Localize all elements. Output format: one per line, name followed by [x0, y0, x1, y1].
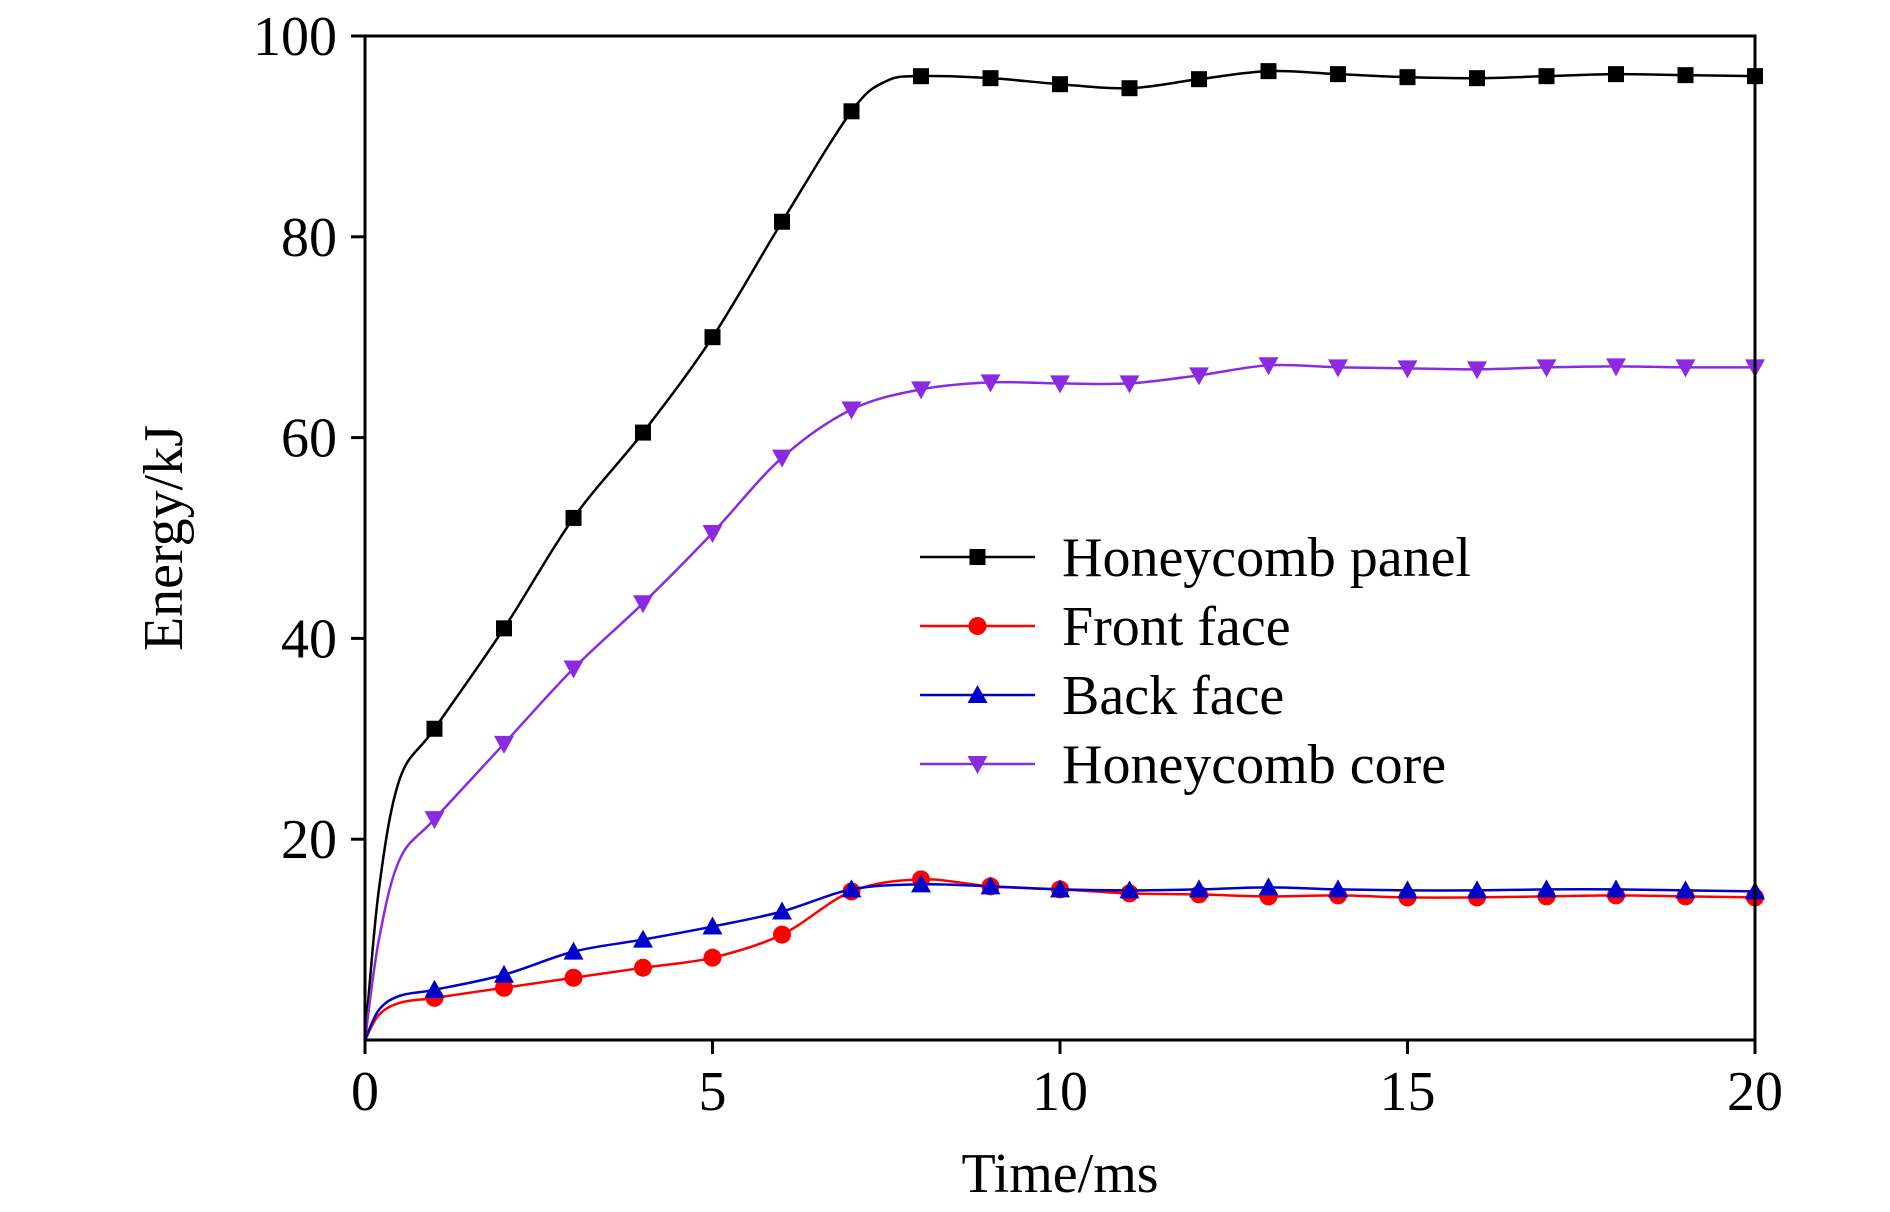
data-point-honeycomb-panel: [843, 103, 860, 120]
data-point-honeycomb-core: [772, 449, 792, 468]
data-point-front-face: [564, 968, 583, 987]
legend-item-back-face: Back face: [920, 665, 1284, 727]
data-point-honeycomb-panel: [1677, 67, 1694, 84]
data-point-honeycomb-core: [1050, 375, 1070, 394]
data-point-honeycomb-core: [1397, 360, 1418, 379]
data-point-honeycomb-panel: [1330, 66, 1346, 83]
data-point-front-face: [495, 978, 513, 997]
data-point-honeycomb-panel: [913, 68, 929, 85]
legend-label: Honeycomb panel: [1062, 527, 1471, 589]
series-honeycomb-core: [363, 357, 1765, 1041]
data-point-honeycomb-core: [841, 401, 862, 420]
legend-label: Front face: [1062, 596, 1291, 658]
data-point-honeycomb-panel: [1052, 76, 1068, 93]
data-point-back-face: [1258, 877, 1279, 896]
data-point-honeycomb-panel: [496, 620, 512, 637]
data-point-honeycomb-panel: [982, 70, 999, 87]
data-point-back-face: [1119, 880, 1140, 899]
data-point-back-face: [424, 979, 445, 998]
data-point-honeycomb-core: [424, 811, 445, 830]
data-point-honeycomb-core: [1675, 359, 1696, 378]
series-back-face: [363, 874, 1765, 1041]
data-point-honeycomb-core: [563, 660, 584, 679]
legend: Honeycomb panel Front face Back face Honeyc…: [920, 527, 1471, 796]
data-point-honeycomb-core: [1328, 359, 1348, 378]
series-layer: [363, 63, 1765, 1041]
data-point-honeycomb-core: [980, 374, 1001, 393]
data-point-back-face: [980, 876, 1001, 895]
x-tick-label: 0: [351, 1061, 379, 1123]
data-point-back-face: [1189, 879, 1209, 898]
data-point-front-face: [773, 925, 791, 944]
data-point-back-face: [1606, 879, 1626, 898]
legend-marker: [967, 685, 988, 703]
data-point-back-face: [633, 929, 653, 948]
data-point-honeycomb-core: [1536, 359, 1557, 378]
x-axis-title: Time/ms: [961, 1143, 1158, 1205]
legend-label: Back face: [1062, 665, 1284, 727]
data-point-honeycomb-panel: [1260, 63, 1277, 80]
axes-layer: 0 5 10 15 20 20 40 60 80 100: [253, 6, 1783, 1123]
x-tick-label: 15: [1380, 1061, 1436, 1123]
data-point-honeycomb-core: [633, 595, 653, 614]
data-point-honeycomb-core: [1467, 361, 1487, 380]
data-point-back-face: [563, 941, 584, 960]
x-tick-label: 5: [699, 1061, 727, 1123]
data-point-honeycomb-core: [911, 381, 931, 400]
data-point-honeycomb-panel: [1191, 71, 1207, 88]
data-point-honeycomb-core: [702, 524, 723, 543]
legend-marker: [969, 549, 986, 565]
y-tick-label: 80: [281, 207, 337, 269]
y-tick-label: 20: [281, 809, 337, 871]
legend-marker: [967, 756, 988, 774]
data-point-honeycomb-core: [1189, 367, 1209, 386]
data-point-front-face: [634, 958, 652, 977]
data-point-back-face: [1675, 880, 1696, 899]
data-point-honeycomb-panel: [1399, 69, 1416, 86]
series-honeycomb-panel: [363, 63, 1763, 1041]
data-point-honeycomb-panel: [1608, 66, 1624, 83]
data-point-back-face: [1397, 880, 1418, 899]
data-point-back-face: [1536, 879, 1557, 898]
x-tick-label: 10: [1032, 1061, 1088, 1123]
data-point-back-face: [702, 916, 723, 935]
series-line-honeycomb-core: [363, 363, 1756, 1041]
legend-item-honeycomb-core: Honeycomb core: [920, 734, 1446, 796]
data-point-honeycomb-panel: [426, 720, 443, 737]
data-point-back-face: [494, 964, 514, 983]
y-axis-title: Energy/kJ: [133, 425, 195, 651]
data-point-honeycomb-panel: [565, 509, 582, 526]
data-point-back-face: [772, 901, 792, 920]
data-point-front-face: [703, 948, 722, 967]
data-point-honeycomb-panel: [635, 424, 651, 441]
data-point-honeycomb-panel: [1121, 80, 1138, 97]
y-tick-label: 100: [253, 6, 337, 68]
series-line-back-face: [363, 883, 1756, 1041]
data-point-back-face: [1050, 879, 1070, 898]
data-point-honeycomb-panel: [774, 213, 790, 230]
data-point-honeycomb-core: [1119, 375, 1140, 394]
legend-item-front-face: Front face: [920, 596, 1291, 658]
y-tick-label: 40: [281, 608, 337, 670]
data-point-back-face: [1467, 880, 1487, 899]
data-point-honeycomb-core: [494, 735, 514, 754]
data-point-honeycomb-panel: [1469, 70, 1485, 87]
y-tick-label: 60: [281, 408, 337, 470]
x-tick-label: 20: [1727, 1061, 1783, 1123]
data-point-honeycomb-core: [1258, 357, 1279, 376]
legend-label: Honeycomb core: [1062, 734, 1446, 796]
legend-item-honeycomb-panel: Honeycomb panel: [920, 527, 1471, 589]
data-point-honeycomb-panel: [1538, 68, 1555, 85]
data-point-honeycomb-core: [1606, 358, 1626, 377]
data-point-back-face: [911, 874, 931, 893]
data-point-back-face: [1328, 879, 1348, 898]
data-point-back-face: [841, 879, 862, 898]
data-point-honeycomb-panel: [704, 329, 721, 346]
legend-marker: [968, 617, 987, 635]
